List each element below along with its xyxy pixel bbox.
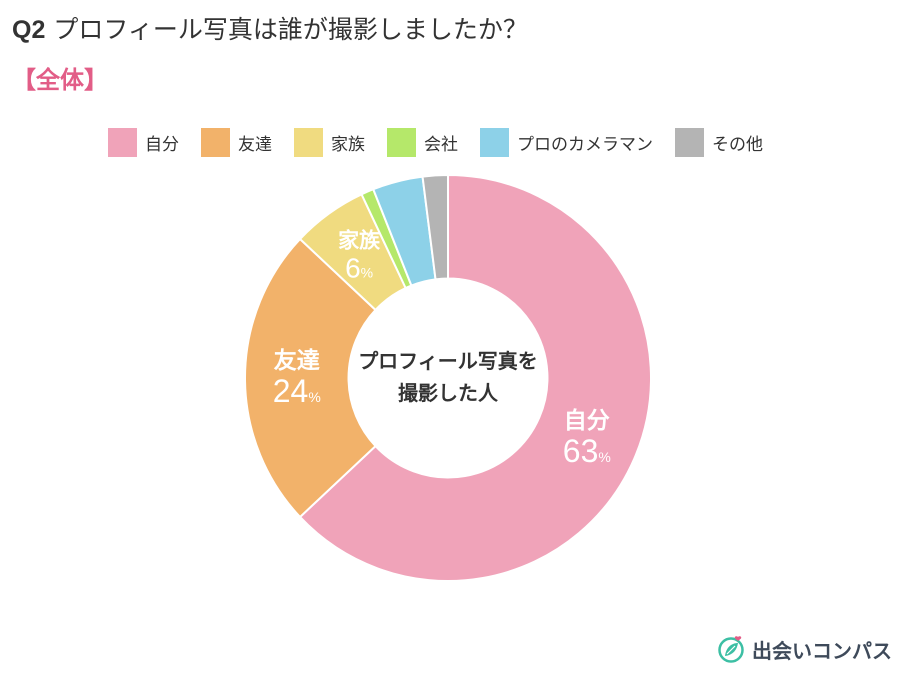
- legend-label: 家族: [331, 135, 365, 155]
- slice-category-label: 家族: [338, 229, 381, 253]
- legend-swatch: [675, 128, 704, 157]
- compass-leaf-icon: [718, 636, 744, 663]
- donut-slice: [421, 173, 449, 281]
- center-label-line: プロフィール写真を: [358, 349, 538, 373]
- question-number: Q2: [12, 16, 46, 44]
- legend-item: 家族: [294, 128, 365, 157]
- legend-swatch: [480, 128, 509, 157]
- slice-category-label: 自分: [564, 407, 610, 434]
- legend: 自分 友達 家族 会社 プロのカメラマン その他: [108, 128, 785, 157]
- legend-item: その他: [675, 128, 763, 157]
- chart-subtitle: 【全体】: [12, 66, 108, 94]
- donut-slice: [298, 173, 652, 582]
- legend-item: プロのカメラマン: [480, 128, 653, 157]
- donut-slice: [244, 237, 377, 519]
- slice-category-label: 友達: [274, 347, 320, 374]
- brand-logo: 出会いコンパス: [716, 634, 892, 664]
- slice-value-label: 24%: [273, 373, 321, 409]
- legend-swatch: [201, 128, 230, 157]
- center-label-line: 撮影した人: [398, 381, 499, 405]
- brand-name: 出会いコンパス: [752, 638, 892, 663]
- legend-label: その他: [712, 135, 763, 155]
- legend-item: 会社: [387, 128, 458, 157]
- legend-label: 自分: [145, 135, 179, 155]
- slice-value-label: 63%: [563, 433, 611, 469]
- legend-swatch: [387, 128, 416, 157]
- legend-label: 友達: [238, 135, 272, 155]
- legend-label: 会社: [424, 135, 458, 155]
- legend-swatch: [294, 128, 323, 157]
- legend-item: 友達: [201, 128, 272, 157]
- slice-value-label: 6%: [345, 253, 373, 284]
- chart-title: Q2 プロフィール写真は誰が撮影しましたか？: [12, 10, 528, 46]
- legend-item: 自分: [108, 128, 179, 157]
- question-text: プロフィール写真は誰が撮影しましたか？: [53, 15, 528, 44]
- legend-swatch: [108, 128, 137, 157]
- legend-label: プロのカメラマン: [517, 135, 653, 155]
